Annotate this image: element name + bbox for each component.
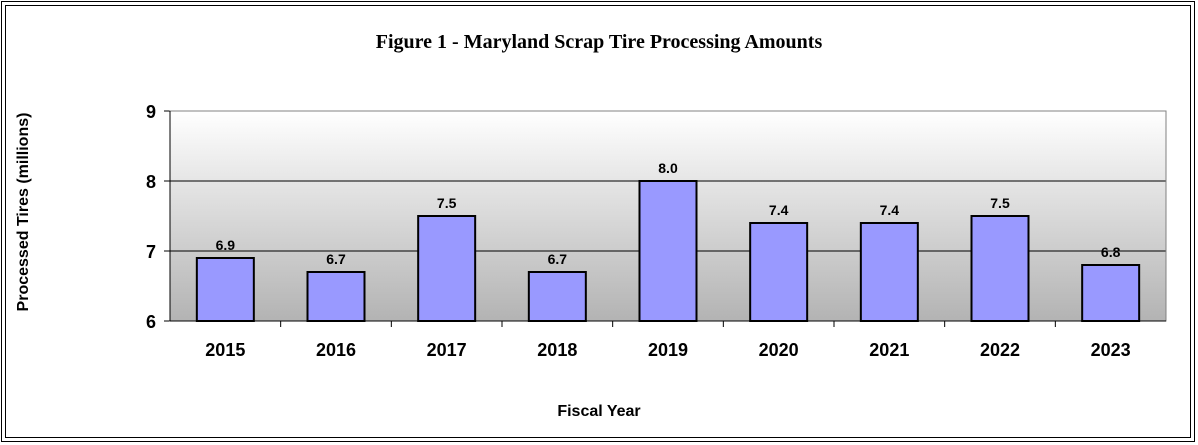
x-tick-label-2020: 2020 [759, 340, 799, 360]
y-tick-label: 8 [146, 172, 156, 192]
bar-2019 [638, 180, 698, 322]
data-label-2022: 7.5 [990, 195, 1010, 211]
x-tick-label-2015: 2015 [205, 340, 245, 360]
chart-frame-inner [5, 5, 1191, 438]
x-tick-label-2016: 2016 [316, 340, 356, 360]
bar-2023 [1081, 264, 1141, 322]
data-label-2016: 6.7 [326, 251, 346, 267]
y-tick-label: 6 [146, 312, 156, 332]
bar-2021 [859, 222, 919, 322]
x-tick-label-2022: 2022 [980, 340, 1020, 360]
bar-2020 [749, 222, 809, 322]
y-axis-label: Processed Tires (millions) [15, 113, 32, 312]
x-tick-label-2021: 2021 [869, 340, 909, 360]
chart-title: Figure 1 - Maryland Scrap Tire Processin… [376, 31, 823, 53]
data-label-2018: 6.7 [548, 251, 568, 267]
bar-2022 [970, 215, 1030, 322]
data-label-2023: 6.8 [1101, 244, 1121, 260]
labels: 6 7 8 9 6.9 2015 6.7 2016 7.5 2017 6.7 2018 8.0 2019 7… [146, 102, 1131, 360]
bars [195, 180, 1141, 322]
x-tick-label-2023: 2023 [1091, 340, 1131, 360]
bar-2015 [195, 257, 255, 322]
data-label-2015: 6.9 [216, 237, 236, 253]
x-tick-label-2019: 2019 [648, 340, 688, 360]
x-axis-label: Fiscal Year [557, 403, 640, 420]
bar-2018 [527, 271, 587, 322]
data-label-2021: 7.4 [880, 202, 900, 218]
x-tick-label-2017: 2017 [427, 340, 467, 360]
data-label-2017: 7.5 [437, 195, 457, 211]
y-tick-label: 7 [146, 242, 156, 262]
axes [164, 110, 1167, 327]
y-tick-label: 9 [146, 102, 156, 122]
x-tick-label-2018: 2018 [537, 340, 577, 360]
bar-2016 [306, 271, 366, 322]
bar-2017 [417, 215, 477, 322]
data-label-2020: 7.4 [769, 202, 789, 218]
data-label-2019: 8.0 [658, 160, 678, 176]
